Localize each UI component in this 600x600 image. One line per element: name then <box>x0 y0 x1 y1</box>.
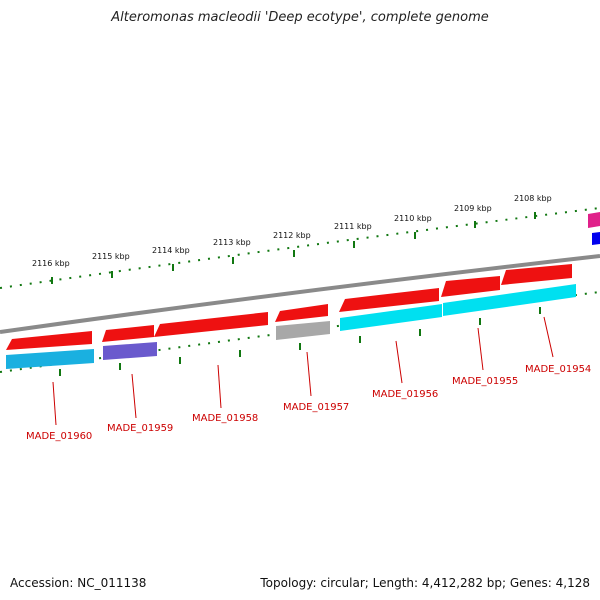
major-ticks <box>51 212 541 376</box>
tick-label: 2114 kbp <box>152 246 190 255</box>
feature-magenta <box>588 212 600 228</box>
gene-label: MADE_01958 <box>192 413 258 424</box>
feature-blue <box>592 232 600 245</box>
tick-label: 2110 kbp <box>394 214 432 223</box>
cds-features <box>6 264 572 350</box>
outer-scale <box>0 207 600 289</box>
gene-label: MADE_01959 <box>107 423 173 434</box>
page-title: Alteromonas macleodii 'Deep ecotype', co… <box>111 10 489 25</box>
tick-label: 2108 kbp <box>514 194 552 203</box>
tick-label: 2115 kbp <box>92 252 130 261</box>
tick-label: 2109 kbp <box>454 204 492 213</box>
gene-features <box>6 284 576 369</box>
gene-label: MADE_01955 <box>452 376 518 387</box>
tick-label: 2111 kbp <box>334 222 372 231</box>
tick-label: 2113 kbp <box>213 238 251 247</box>
gene-label: MADE_01956 <box>372 389 438 400</box>
backbone <box>0 254 600 334</box>
gene-label: MADE_01960 <box>26 431 92 442</box>
gene-label: MADE_01954 <box>525 364 591 375</box>
tick-label: 2116 kbp <box>32 259 70 268</box>
accession-text: Accession: NC_011138 <box>10 576 147 590</box>
topology-text: Topology: circular; Length: 4,412,282 bp… <box>260 576 590 590</box>
gene-label: MADE_01957 <box>283 402 349 413</box>
label-leaders <box>52 316 554 426</box>
tick-label: 2112 kbp <box>273 231 311 240</box>
